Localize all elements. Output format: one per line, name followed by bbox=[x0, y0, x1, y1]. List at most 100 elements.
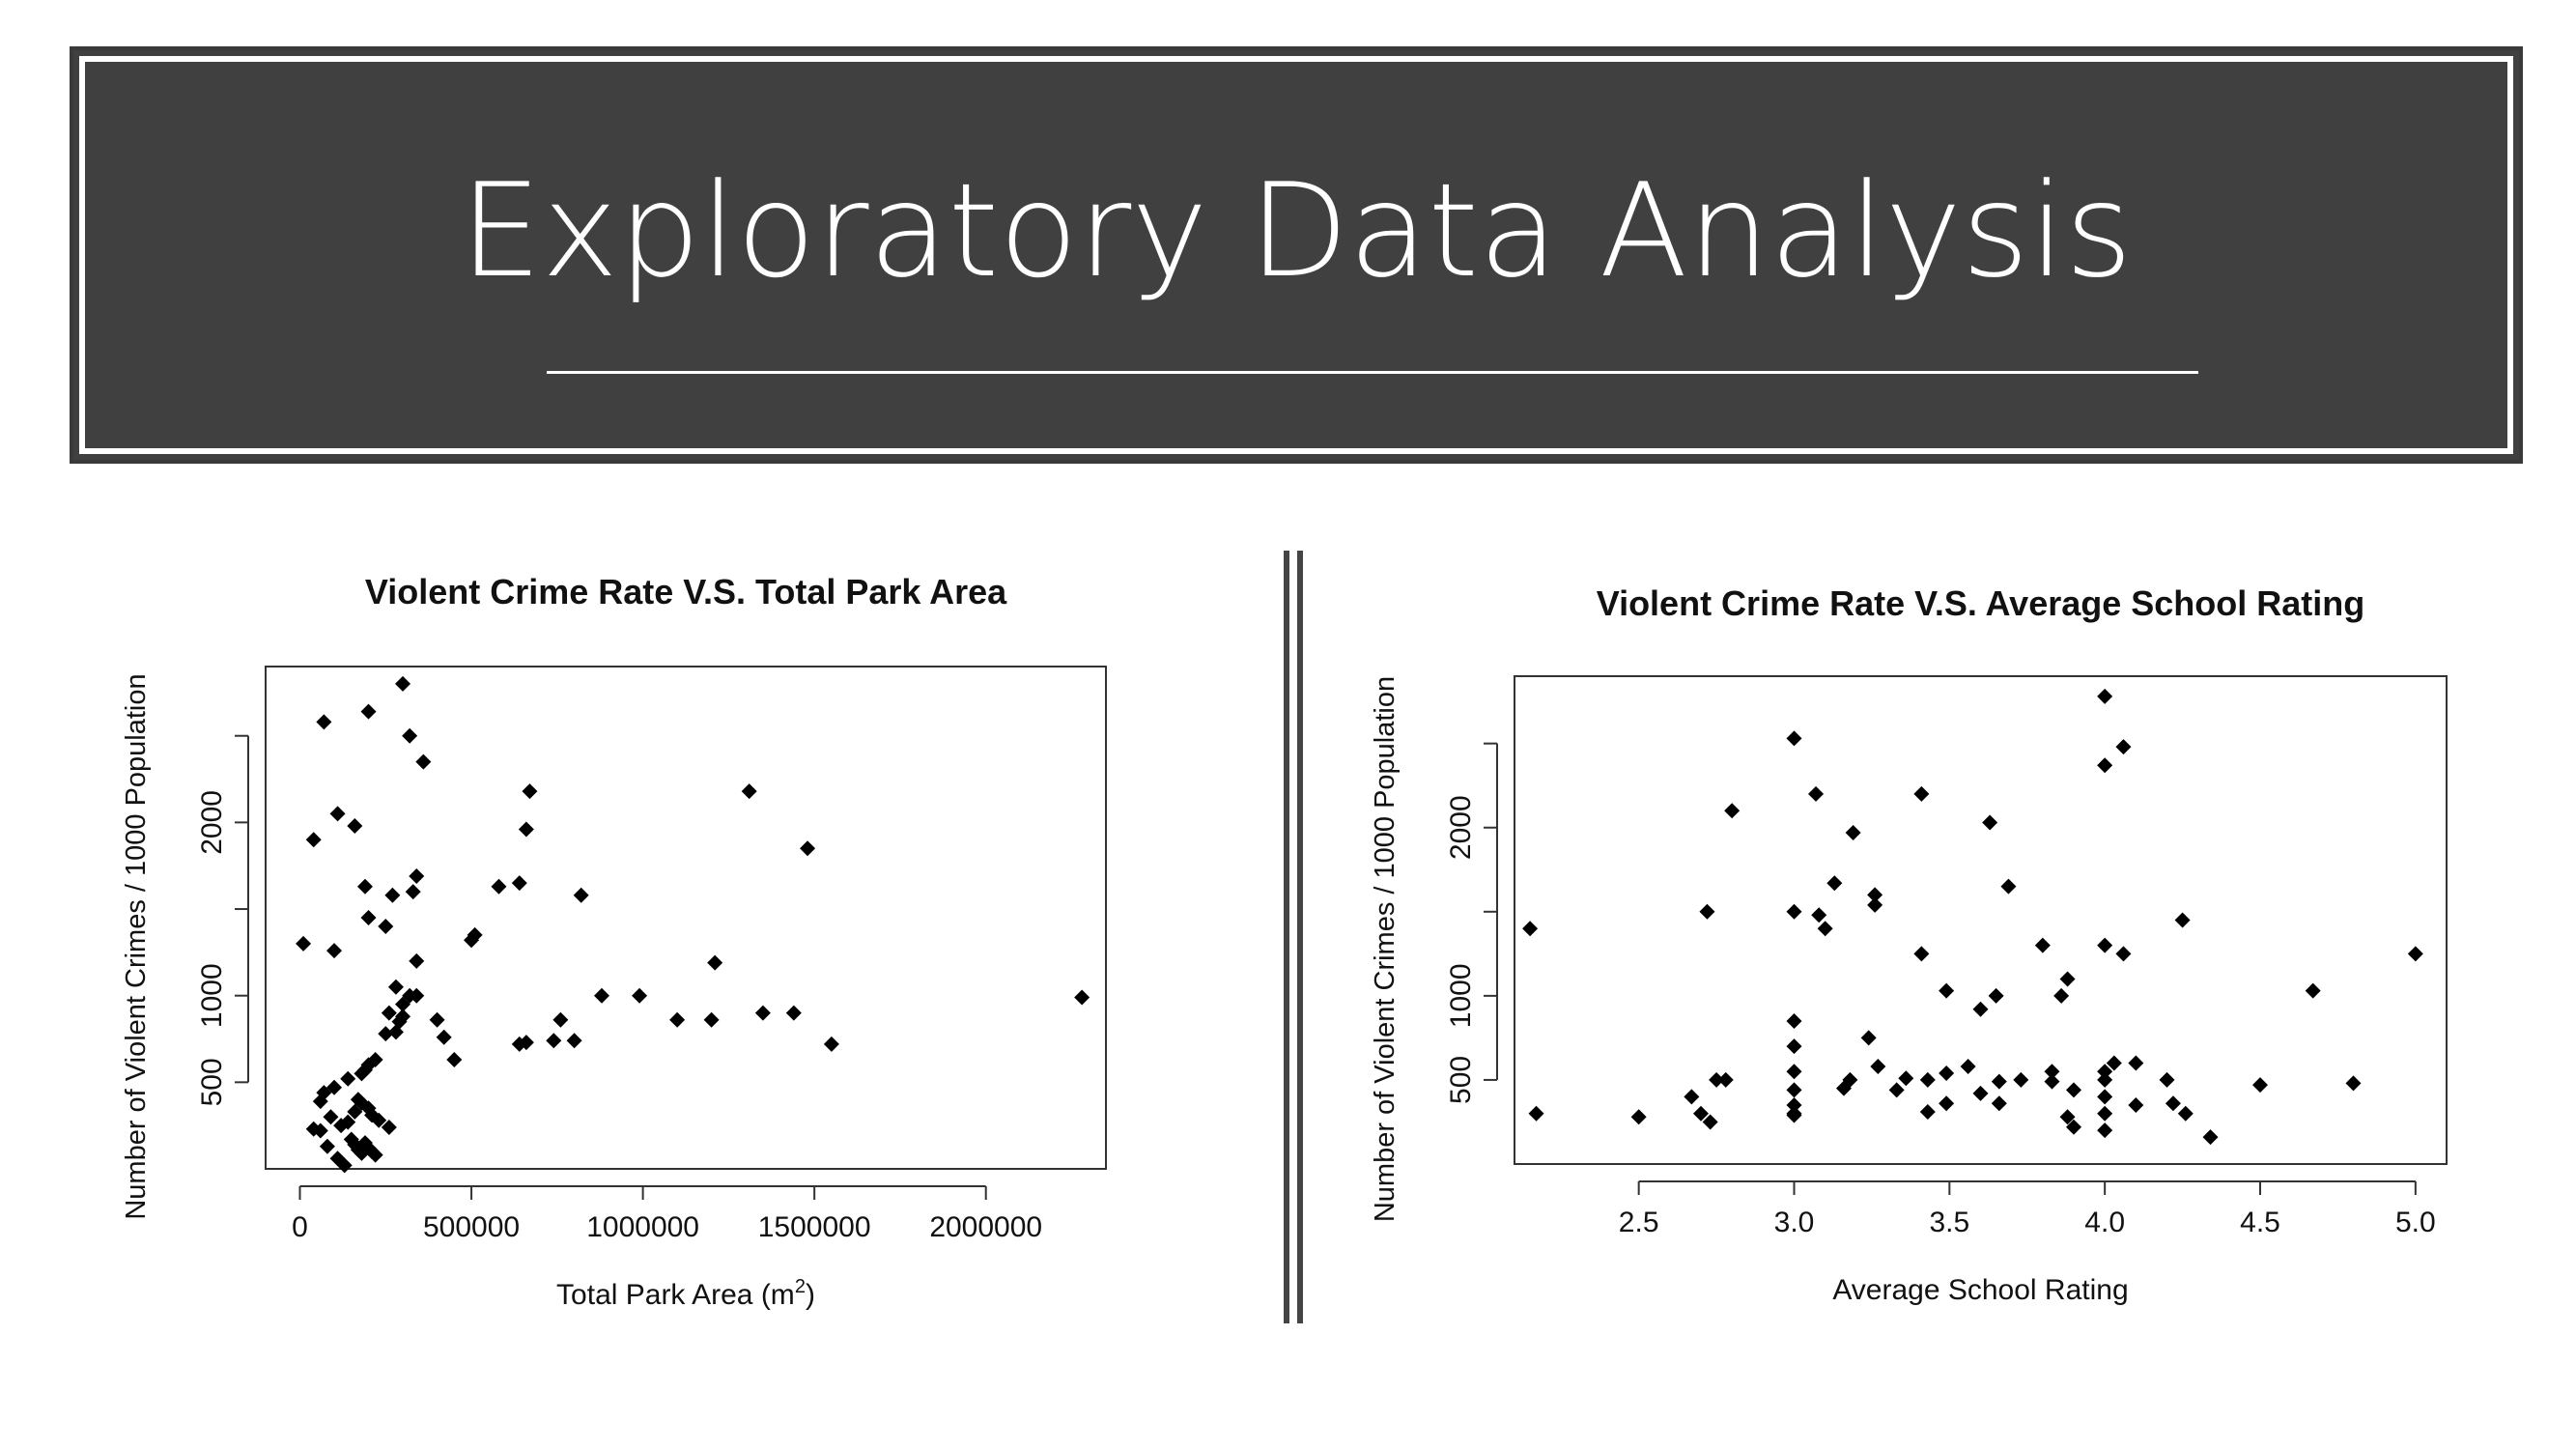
x-tick-label: 3.5 bbox=[1929, 1207, 1969, 1238]
data-point bbox=[566, 1033, 582, 1049]
data-point bbox=[402, 727, 418, 744]
data-point bbox=[1522, 921, 1539, 937]
data-point bbox=[1786, 1107, 1802, 1123]
data-point bbox=[800, 840, 816, 857]
data-point bbox=[312, 1122, 328, 1139]
data-point bbox=[2097, 688, 2113, 704]
data-point bbox=[1842, 1071, 1858, 1088]
data-point bbox=[1786, 730, 1802, 747]
data-point bbox=[1919, 1104, 1936, 1121]
data-point bbox=[329, 806, 346, 822]
data-point bbox=[378, 918, 394, 934]
data-point bbox=[2059, 1109, 2076, 1125]
divider-line-right bbox=[1297, 551, 1303, 1323]
data-point bbox=[2097, 937, 2113, 953]
x-tick-label: 500000 bbox=[423, 1211, 520, 1243]
y-tick-label: 500 bbox=[1445, 1056, 1477, 1104]
data-point bbox=[384, 887, 401, 903]
x-tick-label: 5.0 bbox=[2395, 1207, 2436, 1238]
data-point bbox=[2174, 912, 2191, 928]
data-point bbox=[323, 1109, 339, 1125]
data-point bbox=[2000, 878, 2017, 895]
slide-title: Exploratory Data Analysis bbox=[460, 156, 2133, 306]
y-axis-label: Number of Violent Crimes / 1000 Populati… bbox=[121, 673, 152, 1219]
data-point bbox=[2034, 937, 2051, 953]
data-point bbox=[2044, 1064, 2060, 1080]
data-point bbox=[1786, 1012, 1802, 1029]
y-tick-label: 500 bbox=[196, 1058, 228, 1106]
data-point bbox=[2128, 1055, 2144, 1071]
title-banner: Exploratory Data Analysis bbox=[70, 46, 2523, 464]
x-tick-label: 1000000 bbox=[586, 1211, 699, 1243]
data-point bbox=[1684, 1089, 1700, 1105]
data-point bbox=[378, 1026, 394, 1042]
data-point bbox=[2159, 1071, 2175, 1088]
data-point bbox=[316, 714, 332, 730]
data-point bbox=[2097, 1105, 2113, 1122]
data-point bbox=[347, 817, 363, 834]
data-point bbox=[2115, 739, 2132, 755]
x-tick-label: 1500000 bbox=[758, 1211, 871, 1243]
school-rating-scatter-chart: Violent Crime Rate V.S. Average School R… bbox=[1370, 583, 2448, 1306]
data-point bbox=[1786, 903, 1802, 920]
data-point bbox=[429, 1011, 445, 1028]
data-point bbox=[367, 1052, 383, 1068]
data-point bbox=[1919, 1071, 1936, 1088]
data-point bbox=[415, 753, 432, 770]
data-point bbox=[511, 875, 527, 892]
chart-title: Violent Crime Rate V.S. Total Park Area bbox=[365, 572, 1007, 611]
data-point bbox=[360, 703, 377, 720]
data-point bbox=[1867, 896, 1883, 913]
data-point bbox=[2115, 946, 2132, 962]
data-point bbox=[1528, 1105, 1544, 1122]
data-point bbox=[2066, 1082, 2081, 1098]
data-point bbox=[1867, 887, 1883, 903]
data-point bbox=[2177, 1105, 2194, 1122]
y-axis-label: Number of Violent Crimes / 1000 Populati… bbox=[1370, 676, 1401, 1222]
data-point bbox=[326, 1079, 343, 1095]
data-point bbox=[319, 1138, 335, 1154]
data-point bbox=[511, 1036, 527, 1052]
data-point bbox=[573, 887, 589, 903]
data-point bbox=[326, 943, 343, 959]
data-point bbox=[381, 1119, 397, 1135]
data-point bbox=[1709, 1071, 1725, 1088]
data-point bbox=[1991, 1073, 2007, 1090]
data-point bbox=[518, 1035, 534, 1051]
data-point bbox=[356, 1135, 373, 1151]
data-point bbox=[2128, 1097, 2144, 1114]
data-point bbox=[552, 1011, 569, 1028]
data-point bbox=[1702, 1114, 1718, 1130]
divider-line-left bbox=[1284, 551, 1289, 1323]
data-point bbox=[467, 926, 483, 943]
data-point bbox=[2044, 1073, 2060, 1090]
data-point bbox=[2252, 1077, 2268, 1094]
data-point bbox=[387, 979, 404, 995]
data-point bbox=[381, 1005, 397, 1021]
data-point bbox=[1817, 921, 1833, 937]
data-point bbox=[669, 1011, 686, 1028]
banner-frame bbox=[79, 56, 2513, 454]
data-point bbox=[340, 1114, 356, 1130]
x-tick-label: 4.0 bbox=[2084, 1207, 2125, 1238]
data-point bbox=[1898, 1070, 1914, 1087]
data-point bbox=[2097, 1064, 2113, 1080]
data-point bbox=[333, 1118, 350, 1134]
data-point bbox=[367, 1147, 383, 1163]
data-point bbox=[546, 1033, 562, 1049]
data-point bbox=[395, 996, 411, 1012]
data-point bbox=[296, 935, 312, 952]
data-point bbox=[316, 1085, 332, 1101]
park-area-scatter-chart: Violent Crime Rate V.S. Total Park Area 0… bbox=[121, 572, 1107, 1311]
data-point bbox=[360, 1100, 377, 1117]
data-point bbox=[1699, 903, 1715, 920]
data-point bbox=[1982, 814, 1998, 831]
y-tick-label: 1000 bbox=[196, 963, 228, 1028]
data-point bbox=[2165, 1095, 2181, 1112]
data-point bbox=[785, 1005, 802, 1021]
data-point bbox=[703, 1011, 720, 1028]
data-point bbox=[347, 1103, 363, 1120]
data-point bbox=[2059, 971, 2076, 987]
data-point bbox=[1845, 824, 1861, 840]
data-point bbox=[395, 675, 411, 692]
